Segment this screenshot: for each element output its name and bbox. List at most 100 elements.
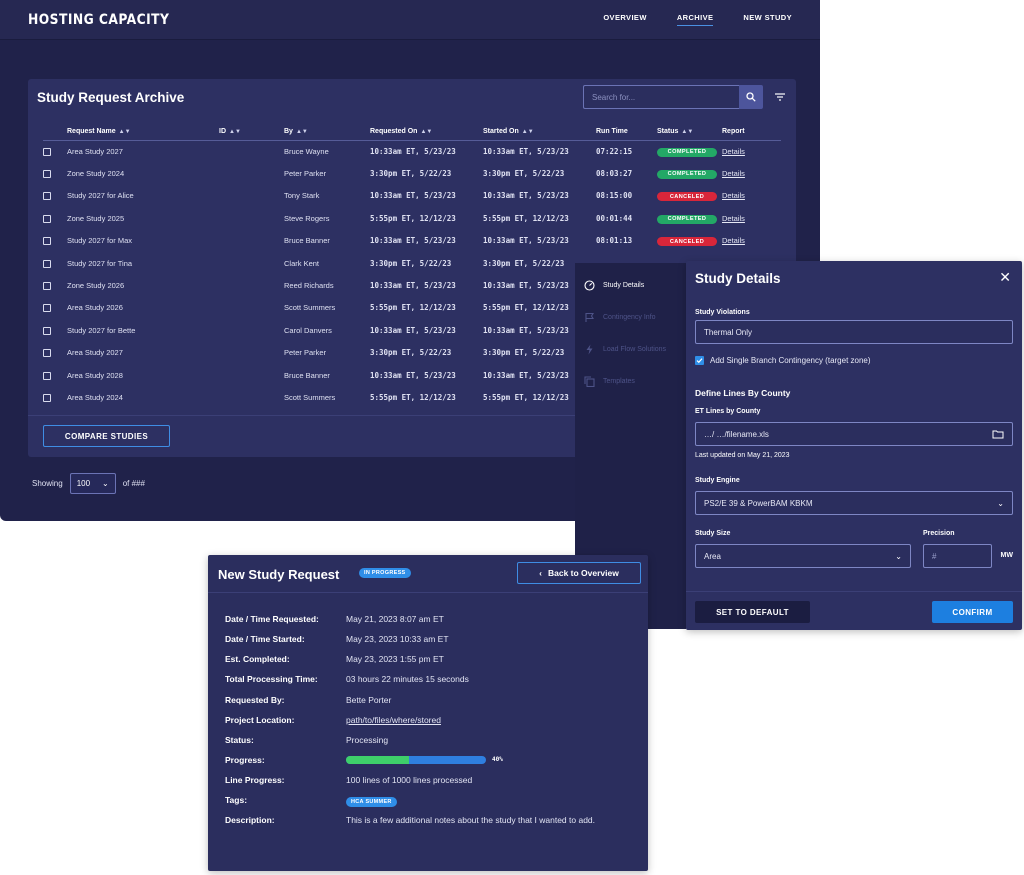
row-checkbox[interactable] xyxy=(43,394,51,402)
sort-icon: ▲▼ xyxy=(295,129,308,136)
cell-report: Details xyxy=(722,185,781,207)
header-id[interactable]: ID ▲▼ xyxy=(219,124,284,141)
violations-label: Study Violations xyxy=(695,309,750,316)
row-checkbox[interactable] xyxy=(43,349,51,358)
violations-value: Thermal Only xyxy=(704,327,753,337)
pagination: Showing 100 ⌄ of ### xyxy=(32,473,145,494)
header-request-name[interactable]: Request Name ▲▼ xyxy=(67,124,219,141)
row-checkbox[interactable] xyxy=(43,259,51,268)
project-location-link[interactable]: path/to/files/where/stored xyxy=(346,715,441,725)
cell-by: Carol Danvers xyxy=(284,325,332,335)
details-link[interactable]: Details xyxy=(722,169,745,179)
sort-icon: ▲▼ xyxy=(118,129,131,136)
cell-request-name: Area Study 2027 xyxy=(67,146,123,156)
row-checkbox[interactable] xyxy=(43,326,51,335)
compare-studies-button[interactable]: COMPARE STUDIES xyxy=(43,425,170,447)
details-link[interactable]: Details xyxy=(722,213,745,223)
filter-icon[interactable] xyxy=(773,90,787,104)
sidenav-item-templates[interactable]: Templates xyxy=(584,376,635,387)
header-requested-on[interactable]: Requested On ▲▼ xyxy=(370,124,483,141)
detail-value: Processing xyxy=(346,735,389,745)
search-input[interactable]: Search for... xyxy=(583,85,739,109)
checkbox-checked-icon[interactable] xyxy=(695,356,704,365)
detail-value: May 23, 2023 10:33 am ET xyxy=(346,634,449,644)
archive-header: Study Request Archive Search for... xyxy=(28,79,796,115)
table-row[interactable]: Area Study 2027 Peter Parker 3:30pm ET, 5/… xyxy=(43,342,781,364)
chevron-down-icon: ⌄ xyxy=(101,479,109,488)
close-icon[interactable]: ✕ xyxy=(999,269,1011,285)
nav-archive[interactable]: ARCHIVE xyxy=(676,13,714,26)
page-size-select[interactable]: 100 ⌄ xyxy=(69,473,116,494)
nav-new-study[interactable]: NEW STUDY xyxy=(743,13,792,22)
cell-started-on: 10:33am ET, 5/23/23 xyxy=(483,146,569,156)
details-link[interactable]: Details xyxy=(722,236,745,246)
table-row[interactable]: Area Study 2027 Bruce Wayne 10:33am ET, 5/… xyxy=(43,140,781,162)
table-row[interactable]: Study 2027 for Alice Tony Stark 10:33am ET… xyxy=(43,185,781,207)
status-badge: CANCELED xyxy=(657,192,717,202)
cell-started-on: 10:33am ET, 5/23/23 xyxy=(483,236,569,246)
chevron-down-icon: ⌄ xyxy=(895,551,902,561)
row-checkbox[interactable] xyxy=(43,282,51,291)
cell-select xyxy=(43,386,67,408)
sort-icon: ▲▼ xyxy=(420,129,433,136)
sidenav-item-contingency-info[interactable]: Contingency Info xyxy=(584,312,656,323)
search-button[interactable] xyxy=(739,85,763,109)
details-link[interactable]: Details xyxy=(722,146,745,156)
engine-value: PS2/E 39 & PowerBAM KBKM xyxy=(704,498,813,508)
search-icon xyxy=(746,92,756,102)
sidenav-label: Load Flow Solutions xyxy=(603,346,667,353)
sidenav-item-load-flow[interactable]: Load Flow Solutions xyxy=(584,344,666,355)
set-default-button[interactable]: SET TO DEFAULT xyxy=(695,601,810,623)
copy-icon xyxy=(584,376,595,387)
size-select[interactable]: Area ⌄ xyxy=(695,544,911,568)
confirm-button[interactable]: CONFIRM xyxy=(932,601,1013,623)
cell-select xyxy=(43,140,67,162)
header-by[interactable]: By ▲▼ xyxy=(284,124,370,141)
table-row[interactable]: Study 2027 for Bette Carol Danvers 10:33am… xyxy=(43,319,781,341)
table-row[interactable]: Study 2027 for Tina Clark Kent 3:30pm ET, … xyxy=(43,252,781,274)
file-picker-field[interactable]: …/ …/filename.xls xyxy=(695,422,1013,446)
header-status[interactable]: Status ▲▼ xyxy=(657,124,722,141)
page-size-value: 100 xyxy=(76,479,91,488)
table-header-row: Request Name ▲▼ ID ▲▼ By ▲▼ Requested On ▲▼ … xyxy=(43,124,781,141)
progress-bar xyxy=(346,756,486,764)
back-to-overview-button[interactable]: ‹ Back to Overview xyxy=(517,562,641,584)
tag-badge[interactable]: HCA SUMMER xyxy=(346,797,397,807)
engine-select[interactable]: PS2/E 39 & PowerBAM KBKM ⌄ xyxy=(695,491,1013,515)
row-checkbox[interactable] xyxy=(43,192,51,201)
nav-overview[interactable]: OVERVIEW xyxy=(603,13,647,22)
sidenav-label: Templates xyxy=(603,378,635,385)
sidenav-item-study-details[interactable]: Study Details xyxy=(584,280,644,291)
cell-request-name: Zone Study 2024 xyxy=(67,169,125,179)
violations-field[interactable]: Thermal Only xyxy=(695,320,1013,344)
row-checkbox[interactable] xyxy=(43,147,51,156)
chevron-down-icon: ⌄ xyxy=(997,498,1004,508)
cell-request-name: Study 2027 for Tina xyxy=(67,258,133,268)
progress-fill xyxy=(346,756,409,764)
detail-key: Requested By: xyxy=(225,695,285,705)
precision-input[interactable]: # xyxy=(923,544,992,568)
table-row[interactable]: Area Study 2026 Scott Summers 5:55pm ET, 1… xyxy=(43,297,781,319)
table-row[interactable]: Study 2027 for Max Bruce Banner 10:33am ET… xyxy=(43,230,781,252)
cell-requested-on: 3:30pm ET, 5/22/23 xyxy=(370,169,452,179)
cell-by: Peter Parker xyxy=(284,169,327,179)
table-row[interactable]: Area Study 2028 Bruce Banner 10:33am ET, 5… xyxy=(43,364,781,386)
folder-icon[interactable] xyxy=(992,429,1004,439)
row-checkbox[interactable] xyxy=(43,237,51,246)
cell-status: COMPLETED xyxy=(657,140,722,162)
row-checkbox[interactable] xyxy=(43,170,51,179)
cell-run-time: 08:15:00 xyxy=(596,191,633,201)
header-started-on[interactable]: Started On ▲▼ xyxy=(483,124,596,141)
row-checkbox[interactable] xyxy=(43,304,51,313)
detail-value: This is a few additional notes about the… xyxy=(346,815,596,825)
table-row[interactable]: Area Study 2024 Scott Summers 5:55pm ET, 1… xyxy=(43,386,781,408)
contingency-checkbox-row[interactable]: Add Single Branch Contingency (target zo… xyxy=(695,356,871,365)
table-row[interactable]: Zone Study 2026 Reed Richards 10:33am ET, … xyxy=(43,274,781,296)
table-row[interactable]: Zone Study 2024 Peter Parker 3:30pm ET, 5/… xyxy=(43,162,781,184)
cell-status: CANCELED xyxy=(657,230,722,252)
brand-logo: HOSTING CAPACITY xyxy=(28,11,170,28)
row-checkbox[interactable] xyxy=(43,371,51,380)
table-row[interactable]: Zone Study 2025 Steve Rogers 5:55pm ET, 12… xyxy=(43,207,781,229)
details-link[interactable]: Details xyxy=(722,191,745,201)
row-checkbox[interactable] xyxy=(43,214,51,223)
